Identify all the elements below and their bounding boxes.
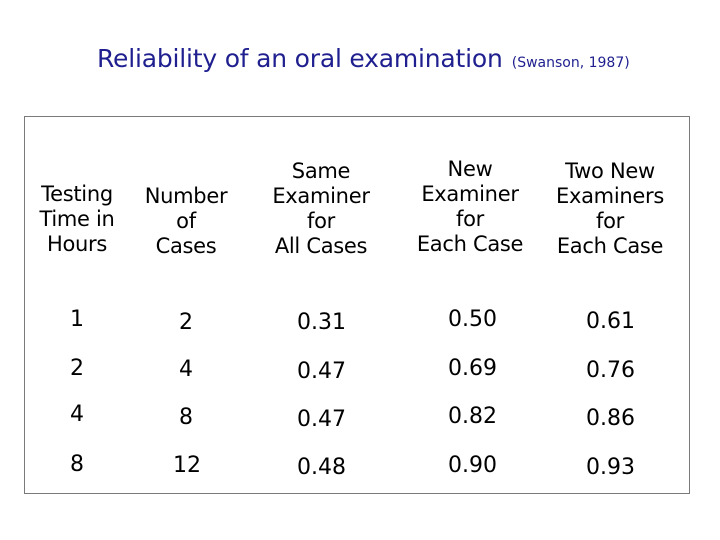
header-two-new-examiners: Two New Examiners for Each Case [545,159,675,259]
cell-cases: 12 [173,453,201,478]
header-line: Two New [565,159,655,183]
header-line: New [447,157,493,181]
cell-new-examiner: 0.82 [448,404,497,429]
cell-cases: 8 [179,405,193,430]
cell-new-examiner: 0.90 [448,453,497,478]
header-number-of-cases: Number of Cases [138,184,234,259]
cell-two-new-examiners: 0.61 [586,309,635,334]
header-line: Examiners [556,184,664,208]
header-line: Examiner [421,182,519,206]
cell-hours: 1 [70,307,84,332]
cell-same-examiner: 0.47 [297,407,346,432]
title-citation: (Swanson, 1987) [511,55,630,71]
cell-same-examiner: 0.48 [297,455,346,480]
cell-cases: 4 [179,357,193,382]
cell-hours: 8 [70,452,84,477]
header-line: of [176,209,196,233]
cell-two-new-examiners: 0.93 [586,455,635,480]
cell-hours: 4 [70,402,84,427]
header-line: for [307,209,335,233]
cell-cases: 2 [179,310,193,335]
header-line: Hours [46,232,108,256]
cell-new-examiner: 0.69 [448,356,497,381]
cell-hours: 2 [70,356,84,381]
header-line: Cases [155,234,217,258]
header-testing-time: Testing Time in Hours [32,182,122,257]
cell-same-examiner: 0.31 [297,310,346,335]
cell-two-new-examiners: 0.86 [586,406,635,431]
header-line: Number [144,184,228,208]
slide-title: Reliability of an oral examination (Swan… [97,44,630,73]
title-main: Reliability of an oral examination [97,44,503,73]
header-line: Testing [41,182,113,206]
header-line: Each Case [416,232,524,256]
cell-two-new-examiners: 0.76 [586,358,635,383]
header-line: Same [291,159,351,183]
cell-same-examiner: 0.47 [297,359,346,384]
header-line: Examiner [272,184,370,208]
header-new-examiner: New Examiner for Each Case [405,157,535,257]
reliability-table [24,116,690,494]
header-same-examiner: Same Examiner for All Cases [256,159,386,259]
header-line: Time in [39,207,115,231]
header-line: for [456,207,484,231]
header-line: Each Case [556,234,664,258]
header-line: for [596,209,624,233]
header-line: All Cases [274,234,368,258]
cell-new-examiner: 0.50 [448,307,497,332]
